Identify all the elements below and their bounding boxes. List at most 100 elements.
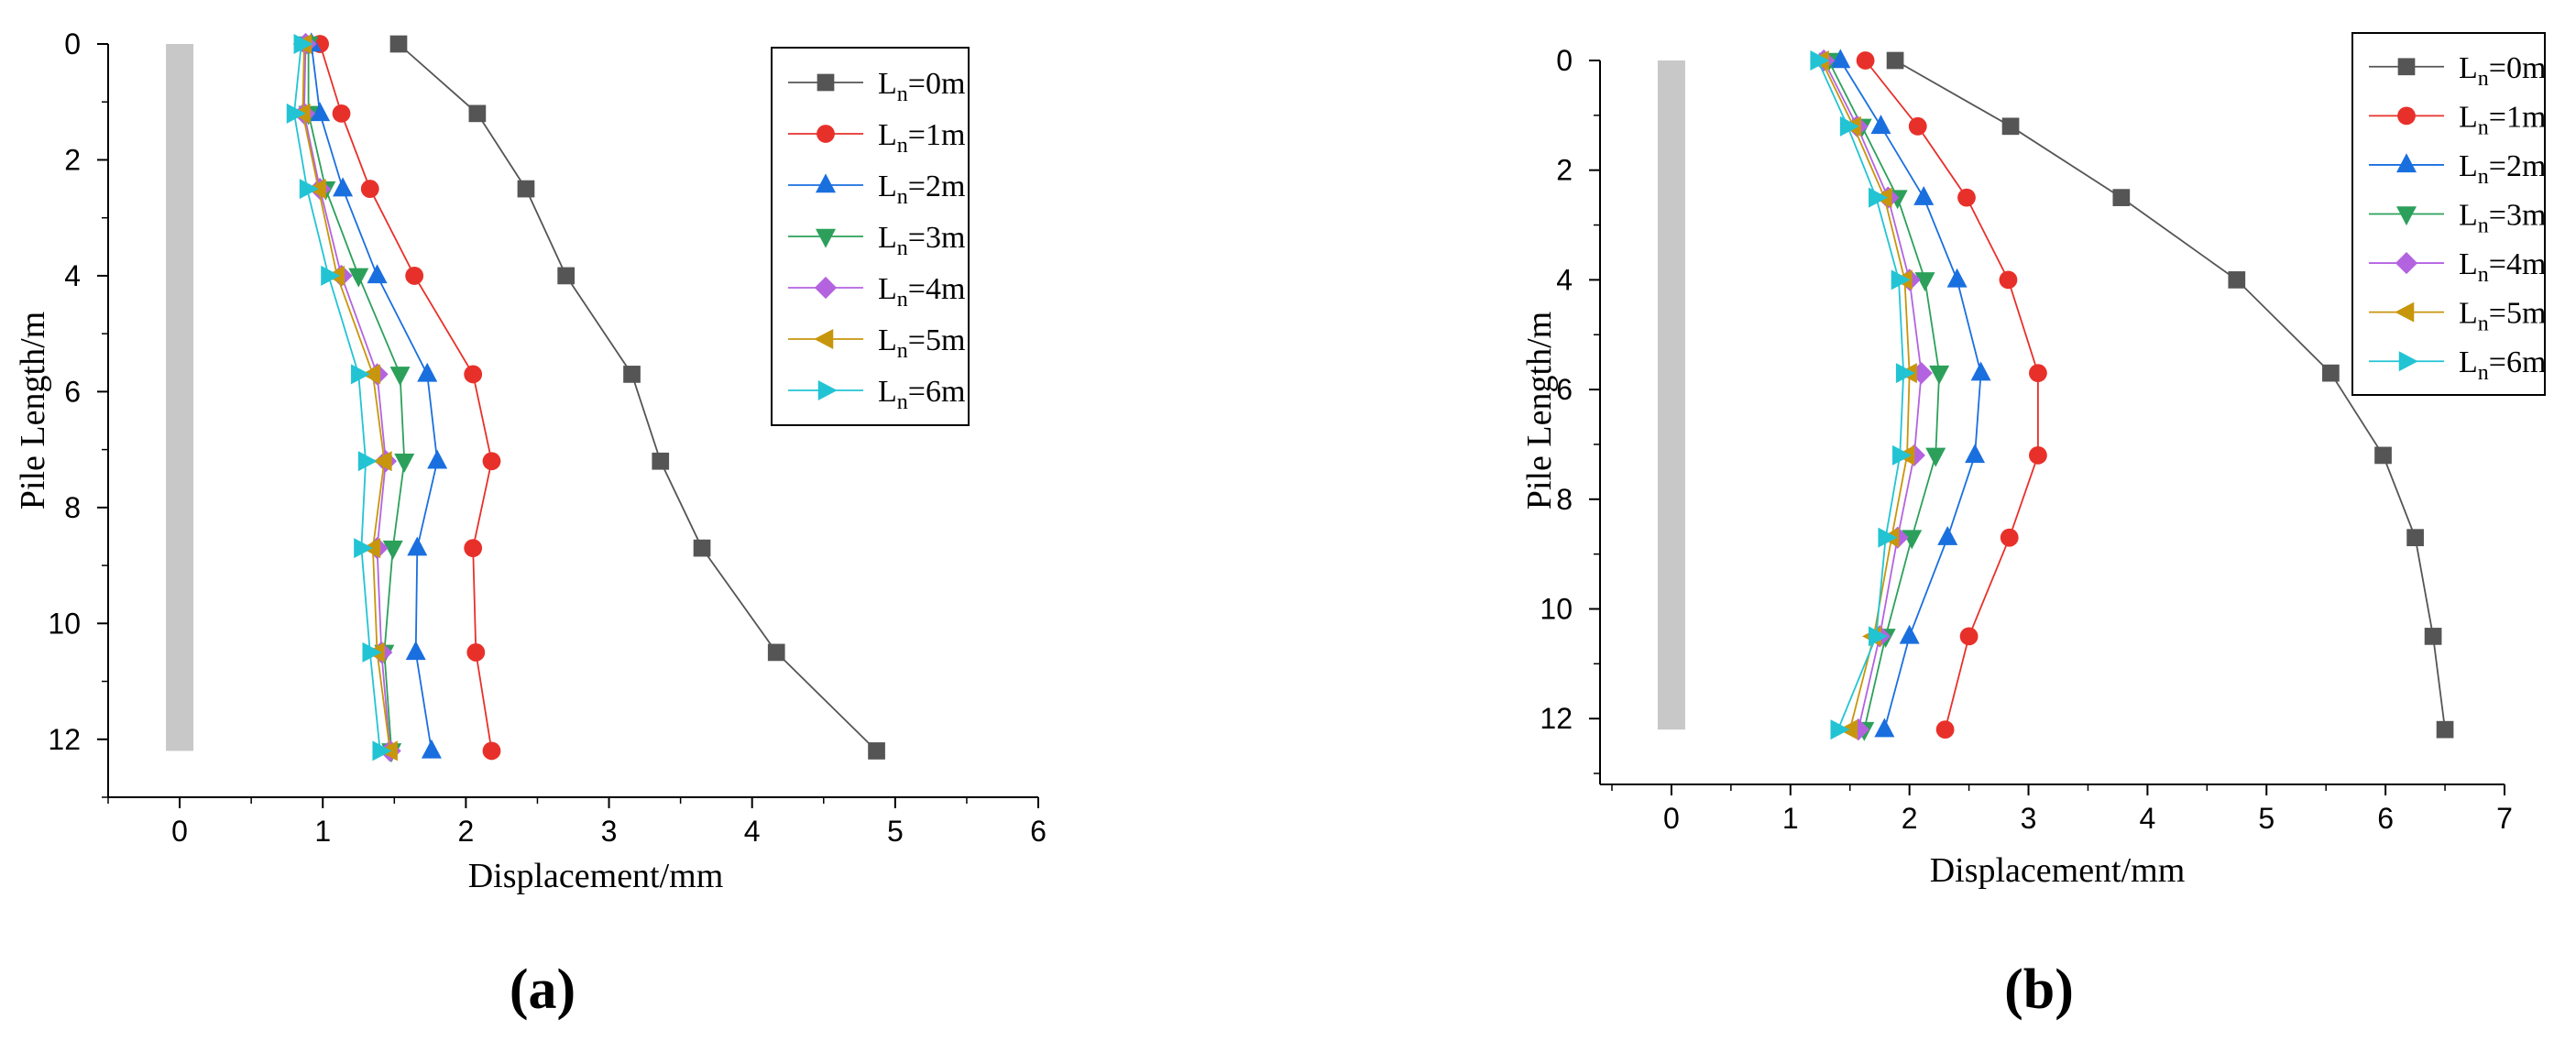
- legend-entry-label: Ln=0m: [878, 67, 965, 106]
- x-tick-label: 1: [1782, 802, 1799, 835]
- x-tick-label: 3: [2021, 802, 2037, 835]
- plot-area-b: 0 1 2 3 4 5 6 7024681012Ln=0mLn=1mLn=2mLn=3mLn=…: [1540, 32, 2546, 835]
- data-point: [299, 179, 319, 200]
- legend-marker: [817, 380, 838, 400]
- y-tick-label: 12: [1540, 702, 1573, 735]
- legend-marker: [816, 173, 836, 193]
- series-5: [1809, 50, 1917, 740]
- x-tick-label: 6: [1030, 815, 1047, 848]
- series-line: [301, 43, 391, 751]
- data-point: [372, 451, 392, 472]
- data-point: [321, 265, 341, 286]
- x-axis-label-b: Displacement/mm: [1930, 851, 2186, 890]
- legend-entry-label: Ln=3m: [878, 221, 965, 260]
- data-point: [1856, 51, 1875, 70]
- data-point: [1946, 268, 1968, 288]
- legend-marker: [817, 73, 835, 92]
- data-point: [1869, 187, 1888, 208]
- pile-bar: [166, 44, 194, 751]
- series-6: [1810, 50, 1915, 740]
- legend-marker: [2397, 58, 2416, 76]
- data-point: [389, 367, 411, 387]
- data-point: [767, 643, 785, 662]
- data-point: [1957, 188, 1976, 207]
- data-point: [1970, 361, 1991, 381]
- data-point: [693, 539, 711, 557]
- data-point: [372, 740, 392, 762]
- series-line: [319, 43, 493, 751]
- data-point: [1878, 527, 1898, 548]
- data-point: [1874, 718, 1895, 738]
- y-tick-label: 10: [48, 607, 81, 640]
- x-tick-label: 2: [457, 815, 474, 848]
- y-axis-label-b: Pile Length/m: [1520, 312, 1559, 510]
- chart-panel-a: 0 1 2 3 4 5 6024681012Ln=0mLn=1mLn=2mLn=3mLn=4…: [14, 27, 1047, 1021]
- x-tick-label: 4: [2139, 802, 2155, 835]
- legend-marker: [2395, 301, 2415, 323]
- legend-entry-label: Ln=4m: [878, 272, 965, 312]
- data-point: [1847, 718, 1869, 741]
- panel-label-a: (a): [510, 959, 575, 1021]
- series-line: [1820, 60, 1911, 730]
- legend-marker: [2396, 153, 2417, 173]
- legend-entry-label: Ln=5m: [878, 323, 965, 363]
- data-point: [1913, 185, 1935, 205]
- legend-marker: [817, 125, 835, 143]
- data-point: [557, 267, 575, 285]
- data-point: [2000, 528, 2019, 547]
- series-3: [298, 36, 415, 763]
- data-point: [652, 452, 670, 470]
- data-point: [868, 742, 885, 760]
- series-0: [389, 35, 885, 760]
- data-point: [362, 641, 382, 663]
- y-axis-label-a: Pile Length/m: [14, 312, 52, 510]
- y-tick-label: 0: [64, 27, 81, 60]
- y-tick-label: 8: [64, 491, 81, 524]
- data-point: [310, 102, 331, 122]
- plot-area-a: 0 1 2 3 4 5 6024681012Ln=0mLn=1mLn=2mLn=3mLn=4…: [48, 27, 1046, 848]
- chart-panel-b: 0 1 2 3 4 5 6 7024681012Ln=0mLn=1mLn=2mLn=3mLn=…: [1520, 32, 2546, 1021]
- legend-entry-label: Ln=2m: [2459, 149, 2546, 189]
- legend-entry-label: Ln=1m: [2459, 100, 2546, 139]
- x-tick-label: 4: [744, 815, 761, 848]
- data-point: [466, 643, 486, 662]
- data-point: [464, 539, 483, 558]
- x-tick-label: 0: [1663, 802, 1680, 835]
- legend-marker: [2395, 251, 2418, 275]
- data-point: [348, 268, 369, 288]
- y-tick-label: 2: [64, 143, 81, 176]
- series-1: [311, 35, 501, 761]
- legend-marker: [816, 228, 836, 248]
- data-point: [394, 454, 415, 473]
- data-point: [2322, 364, 2340, 382]
- data-point: [1839, 115, 1859, 137]
- legend-entry-label: Ln=2m: [878, 170, 965, 209]
- data-point: [1830, 719, 1850, 740]
- data-point: [1935, 720, 1955, 740]
- panel-label-b: (b): [2004, 959, 2074, 1021]
- data-point: [2406, 529, 2424, 547]
- data-point: [1902, 530, 1923, 550]
- data-point: [357, 451, 378, 472]
- legend: Ln=0m Ln=1m Ln=2m Ln=3m Ln=4m Ln=5m Ln=6m: [2351, 32, 2546, 396]
- data-point: [2424, 628, 2442, 645]
- legend-entry-label: Ln=6m: [2459, 345, 2546, 385]
- data-point: [2029, 364, 2047, 383]
- data-point: [1937, 526, 1958, 545]
- data-point: [1895, 363, 1915, 384]
- data-point: [405, 267, 424, 285]
- x-tick-label: 7: [2496, 802, 2513, 835]
- legend-entry-label: Ln=1m: [878, 118, 965, 158]
- legend-marker: [814, 329, 834, 349]
- data-point: [1830, 49, 1851, 69]
- data-point: [1999, 270, 2018, 290]
- y-tick-label: 4: [1556, 263, 1573, 296]
- x-tick-label: 5: [2258, 802, 2275, 835]
- series-2: [301, 32, 448, 759]
- data-point: [293, 34, 313, 54]
- legend-marker: [2396, 206, 2417, 226]
- data-point: [407, 536, 428, 556]
- data-point: [332, 104, 351, 123]
- data-point: [482, 452, 501, 471]
- data-point: [2001, 117, 2020, 136]
